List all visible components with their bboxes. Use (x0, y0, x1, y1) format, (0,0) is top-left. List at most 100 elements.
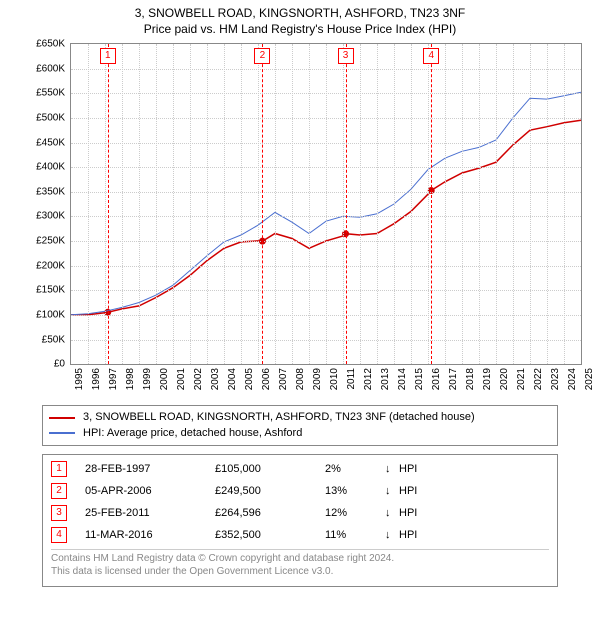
title-block: 3, SNOWBELL ROAD, KINGSNORTH, ASHFORD, T… (0, 0, 600, 37)
sale-vs-hpi: HPI (399, 529, 417, 541)
y-axis-label: £600K (36, 63, 65, 74)
gridline-v (190, 44, 191, 364)
x-axis-label: 2007 (278, 368, 289, 390)
sale-date: 11-MAR-2016 (85, 529, 215, 541)
sale-price: £105,000 (215, 463, 325, 475)
sale-price: £249,500 (215, 485, 325, 497)
gridline-v (411, 44, 412, 364)
x-axis-label: 2022 (533, 368, 544, 390)
sale-marker-line (431, 44, 432, 364)
plot-region: £0£50K£100K£150K£200K£250K£300K£350K£400… (70, 43, 582, 365)
legend-row: 3, SNOWBELL ROAD, KINGSNORTH, ASHFORD, T… (49, 410, 551, 425)
gridline-v (207, 44, 208, 364)
y-axis-label: £200K (36, 260, 65, 271)
x-axis-label: 2016 (431, 368, 442, 390)
sale-marker-badge: 3 (338, 48, 354, 64)
gridline-v (343, 44, 344, 364)
sales-table: 128-FEB-1997£105,0002%↓HPI205-APR-2006£2… (42, 454, 558, 587)
sale-pct: 12% (325, 507, 385, 519)
sale-date: 28-FEB-1997 (85, 463, 215, 475)
sale-row: 325-FEB-2011£264,59612%↓HPI (51, 505, 549, 521)
chart-area: £0£50K£100K£150K£200K£250K£300K£350K£400… (32, 43, 592, 403)
gridline-v (122, 44, 123, 364)
y-axis-label: £500K (36, 113, 65, 124)
sale-pct: 13% (325, 485, 385, 497)
down-arrow-icon: ↓ (385, 507, 399, 519)
gridline-v (292, 44, 293, 364)
x-axis-label: 2010 (329, 368, 340, 390)
gridline-v (105, 44, 106, 364)
legend-swatch (49, 432, 75, 434)
sale-vs-hpi: HPI (399, 463, 417, 475)
sale-vs-hpi: HPI (399, 507, 417, 519)
sale-marker-line (108, 44, 109, 364)
gridline-v (445, 44, 446, 364)
y-axis-label: £450K (36, 137, 65, 148)
x-axis-label: 2023 (550, 368, 561, 390)
gridline-v (530, 44, 531, 364)
gridline-v (139, 44, 140, 364)
y-axis-label: £250K (36, 236, 65, 247)
sale-number-badge: 1 (51, 461, 67, 477)
sale-row: 205-APR-2006£249,50013%↓HPI (51, 483, 549, 499)
sale-vs-hpi: HPI (399, 485, 417, 497)
x-axis-label: 2004 (227, 368, 238, 390)
legend: 3, SNOWBELL ROAD, KINGSNORTH, ASHFORD, T… (42, 405, 558, 446)
sale-marker-badge: 4 (423, 48, 439, 64)
gridline-v (496, 44, 497, 364)
gridline-v (156, 44, 157, 364)
y-axis-label: £400K (36, 162, 65, 173)
down-arrow-icon: ↓ (385, 463, 399, 475)
down-arrow-icon: ↓ (385, 529, 399, 541)
x-axis-label: 2003 (210, 368, 221, 390)
sale-number-badge: 3 (51, 505, 67, 521)
y-axis-label: £100K (36, 309, 65, 320)
legend-label: HPI: Average price, detached house, Ashf… (83, 426, 302, 441)
sale-number-badge: 2 (51, 483, 67, 499)
gridline-v (173, 44, 174, 364)
down-arrow-icon: ↓ (385, 485, 399, 497)
x-axis-label: 1997 (108, 368, 119, 390)
legend-label: 3, SNOWBELL ROAD, KINGSNORTH, ASHFORD, T… (83, 410, 475, 425)
sale-marker-line (262, 44, 263, 364)
gridline-v (224, 44, 225, 364)
x-axis-label: 1995 (74, 368, 85, 390)
y-axis-label: £550K (36, 88, 65, 99)
sale-marker-line (346, 44, 347, 364)
gridline-v (360, 44, 361, 364)
x-axis-label: 2014 (397, 368, 408, 390)
gridline-v (88, 44, 89, 364)
gridline-v (326, 44, 327, 364)
legend-swatch (49, 417, 75, 419)
gridline-v (377, 44, 378, 364)
x-axis-label: 2006 (261, 368, 272, 390)
x-axis-label: 2024 (567, 368, 578, 390)
x-axis-label: 2019 (482, 368, 493, 390)
x-axis-label: 2008 (295, 368, 306, 390)
gridline-v (564, 44, 565, 364)
gridline-v (428, 44, 429, 364)
y-axis-label: £50K (42, 334, 65, 345)
x-axis-label: 2013 (380, 368, 391, 390)
x-axis-label: 2018 (465, 368, 476, 390)
x-axis-label: 1999 (142, 368, 153, 390)
sale-marker-badge: 1 (100, 48, 116, 64)
gridline-v (479, 44, 480, 364)
gridline-v (309, 44, 310, 364)
sale-number-badge: 4 (51, 527, 67, 543)
title-line-1: 3, SNOWBELL ROAD, KINGSNORTH, ASHFORD, T… (0, 6, 600, 22)
x-axis-label: 2009 (312, 368, 323, 390)
x-axis-label: 2000 (159, 368, 170, 390)
x-axis-label: 2020 (499, 368, 510, 390)
gridline-v (513, 44, 514, 364)
x-axis-label: 2015 (414, 368, 425, 390)
y-axis-label: £350K (36, 186, 65, 197)
legend-row: HPI: Average price, detached house, Ashf… (49, 426, 551, 441)
x-axis-label: 2011 (346, 368, 357, 390)
y-axis-label: £300K (36, 211, 65, 222)
sale-price: £352,500 (215, 529, 325, 541)
x-axis-label: 2012 (363, 368, 374, 390)
sale-row: 411-MAR-2016£352,50011%↓HPI (51, 527, 549, 543)
gridline-v (258, 44, 259, 364)
footer-line-2: This data is licensed under the Open Gov… (51, 565, 549, 578)
